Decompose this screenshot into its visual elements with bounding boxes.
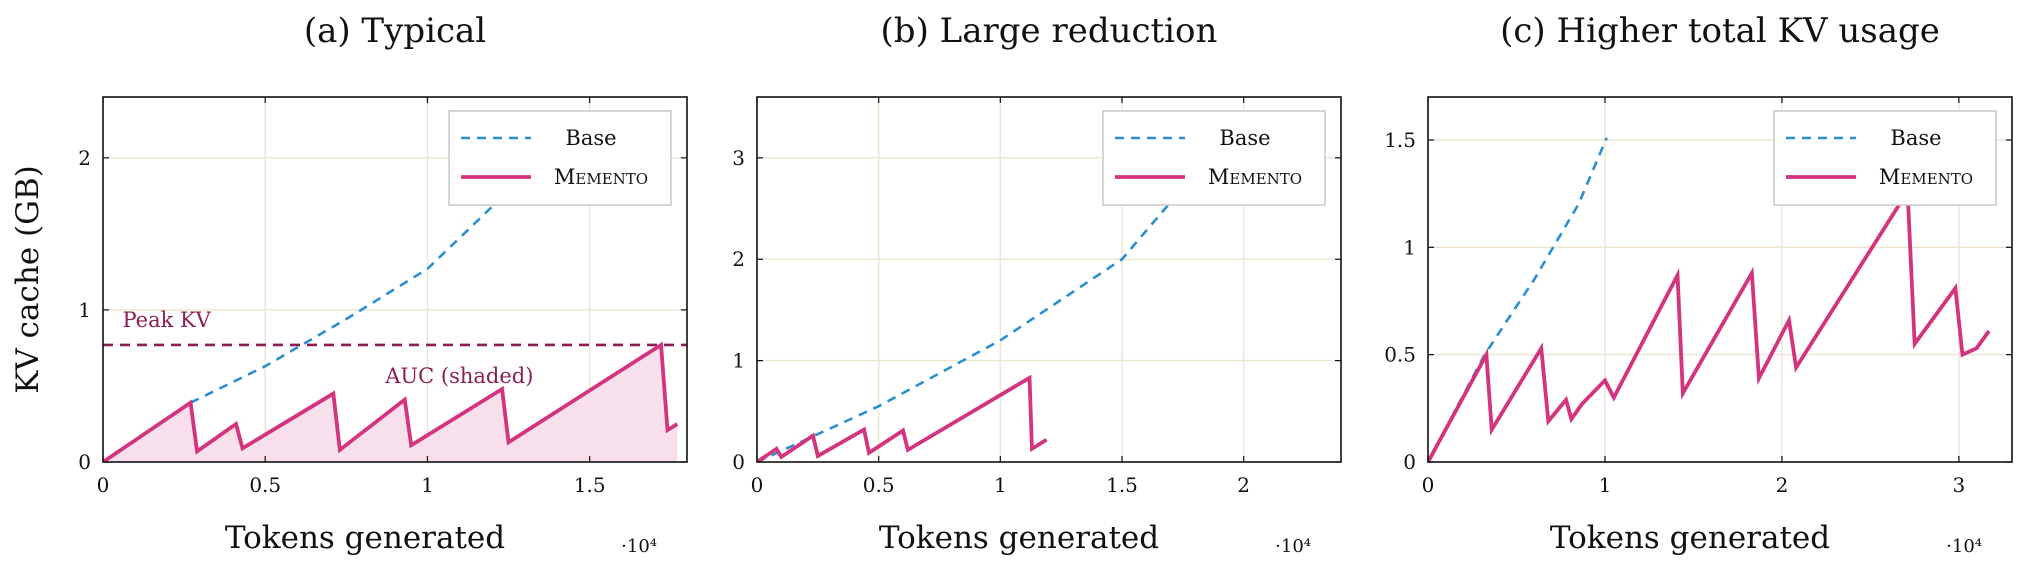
x-tick-label: 0.5 [249,473,281,497]
peak-kv-label: Peak KV [122,308,211,332]
y-tick-label: 3 [732,146,745,170]
plot-frame [756,96,1342,463]
chart-panel-1: (a) Typical Peak KV AUC (shaded) 0 0.5 1 1.5 0 1… [10,11,688,557]
y-tick-label: 2 [732,247,745,271]
legend: Base Memento [1773,110,1997,206]
plot-frame [1427,96,2013,463]
x-tick-label: 3 [1953,473,1966,497]
legend: Base Memento [448,110,672,206]
legend-box [1773,110,1997,206]
x-tick-label: 1.5 [574,473,606,497]
base-series-line [190,205,494,404]
legend-label-memento: Memento [1879,165,1973,189]
y-tick-label: 1 [78,298,91,322]
y-tick-label: 0.5 [1384,343,1416,367]
plot-frame [102,96,688,463]
legend-box [1102,110,1326,206]
x-axis-label: Tokens generated [1550,520,1830,556]
x-axis-label: Tokens generated [879,520,1159,556]
x-tick-label: 0.5 [863,473,895,497]
x-tick-label: 1.5 [1106,473,1138,497]
auc-shaded-area [103,344,678,462]
x-axis-multiplier: ·10⁴ [1275,536,1311,557]
auc-label: AUC (shaded) [384,364,533,388]
y-tick-label: 1.5 [1384,128,1416,152]
x-tick-label: 0 [97,473,110,497]
y-tick-label: 1 [1403,235,1416,259]
memento-series-line [103,341,679,462]
chart-panel-2: (b) Large reduction 0 0.5 1 1.5 2 0 1 2 3 Tokens g… [732,11,1342,557]
chart-title: (b) Large reduction [881,11,1218,51]
y-tick-label: 2 [78,146,91,170]
x-tick-label: 2 [1237,473,1250,497]
y-tick-label: 0 [78,450,91,474]
legend-label-base: Base [1219,126,1270,150]
y-tick-label: 1 [732,349,745,373]
legend-label-base: Base [565,126,616,150]
memento-series-line [1428,185,1991,462]
y-tick-label: 0 [1403,450,1416,474]
legend-label-memento: Memento [554,165,648,189]
x-tick-label: 0 [751,473,764,497]
chart-title: (a) Typical [304,11,486,51]
y-axis-label: KV cache (GB) [10,165,46,394]
x-tick-label: 1 [1599,473,1612,497]
base-series-line [757,195,1177,462]
x-tick-label: 0 [1422,473,1435,497]
x-axis-label: Tokens generated [225,520,505,556]
x-tick-label: 1 [994,473,1007,497]
legend-label-memento: Memento [1208,165,1302,189]
memento-series-line [757,374,1048,462]
legend: Base Memento [1102,110,1326,206]
legend-label-base: Base [1890,126,1941,150]
x-tick-label: 1 [421,473,434,497]
chart-panel-3: (c) Higher total KV usage 0 1 2 3 0 0.5 1 1.5 Tok… [1384,11,2013,557]
x-axis-multiplier: ·10⁴ [1946,536,1982,557]
x-tick-label: 2 [1776,473,1789,497]
x-axis-multiplier: ·10⁴ [621,536,657,557]
legend-box [448,110,672,206]
y-tick-label: 0 [732,450,745,474]
chart-title: (c) Higher total KV usage [1500,11,1940,51]
